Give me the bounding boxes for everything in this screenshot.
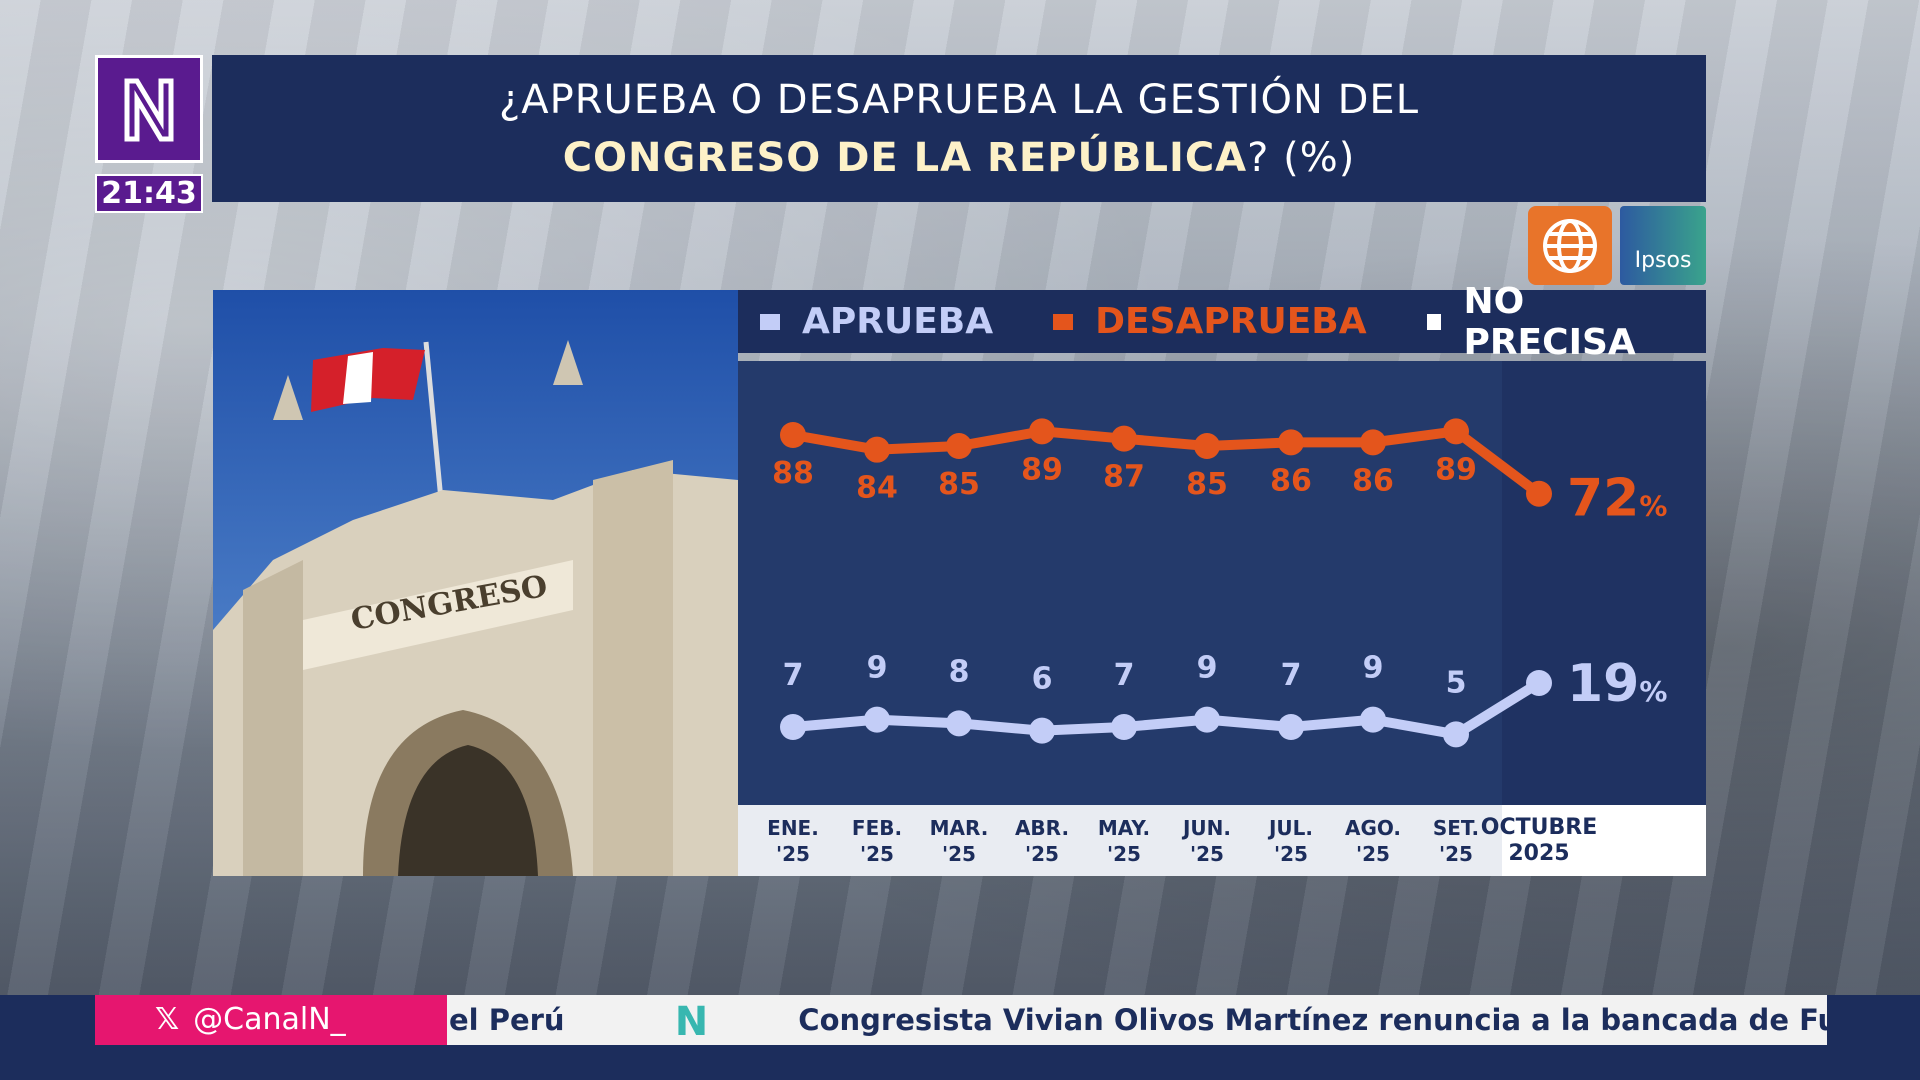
- desaprueba-point: [1443, 418, 1469, 445]
- aprueba-point: [1111, 714, 1137, 740]
- x-tick-label: JUN. '25: [1182, 816, 1232, 866]
- desaprueba-point: [1526, 480, 1552, 507]
- x-tick-label: JUL. '25: [1268, 816, 1314, 866]
- x-tick-label: AGO. '25: [1344, 816, 1402, 866]
- legend-swatch-no-precisa: [1426, 313, 1442, 330]
- desaprueba-line: [792, 426, 1543, 498]
- aprueba-data-label: 8: [949, 654, 970, 689]
- aprueba-point: [1360, 706, 1386, 733]
- ticker-fragment: el Perú: [449, 1003, 565, 1037]
- desaprueba-data-label: 89: [1435, 452, 1477, 487]
- congress-photo: CONGRESO: [213, 290, 738, 876]
- news-ticker: 𝕏 @CanalN_ el Perú N Congresista Vivian O…: [0, 995, 1920, 1045]
- desaprueba-point: [1111, 425, 1137, 452]
- x-tick-label: FEB. '25: [851, 816, 903, 866]
- aprueba-data-label: 7: [1281, 658, 1302, 693]
- clock: 21:43: [95, 174, 203, 213]
- page-title: ¿APRUEBA O DESAPRUEBA LA GESTIÓN DEL CON…: [212, 55, 1706, 202]
- legend-aprueba: APRUEBA: [760, 301, 993, 342]
- legend-label: DESAPRUEBA: [1095, 301, 1367, 342]
- aprueba-point: [1029, 717, 1055, 744]
- pollster-logos: Ipsos: [1528, 206, 1706, 285]
- ipsos-logo: Ipsos: [1620, 206, 1706, 285]
- desaprueba-data-label: 84: [856, 471, 898, 506]
- desaprueba-data-label: 85: [938, 467, 980, 502]
- globe-icon: [1528, 206, 1612, 285]
- desaprueba-point: [1278, 429, 1304, 456]
- aprueba-data-label: 9: [1363, 651, 1384, 686]
- desaprueba-data-label: 85: [1186, 467, 1228, 502]
- desaprueba-point: [864, 436, 890, 463]
- x-logo-icon: 𝕏: [155, 1002, 180, 1037]
- aprueba-point: [1443, 721, 1469, 748]
- desaprueba-point: [1194, 433, 1220, 460]
- desaprueba-point: [780, 422, 806, 448]
- desaprueba-point: [1029, 418, 1055, 445]
- title-line-1: ¿APRUEBA O DESAPRUEBA LA GESTIÓN DEL: [499, 77, 1419, 123]
- plot-area: 7 9 8 6 7 9 7 9 5 19%88 84 85 89 87 85 86 86 89 72%: [772, 418, 1667, 748]
- aprueba-point: [1194, 706, 1220, 733]
- october-highlight: [1502, 361, 1706, 805]
- legend-label: NO PRECISA: [1463, 280, 1636, 363]
- legend-swatch-desaprueba: [1053, 313, 1074, 330]
- aprueba-data-label: 5: [1446, 665, 1467, 700]
- legend-label: APRUEBA: [802, 301, 994, 342]
- october-axis-highlight: [1502, 805, 1706, 876]
- desaprueba-data-label: 88: [772, 456, 814, 491]
- legend-no-precisa: NO PRECISA: [1426, 280, 1646, 363]
- chart-legend: APRUEBA DESAPRUEBA NO PRECISA: [738, 281, 1706, 363]
- aprueba-data-label: 9: [1197, 651, 1218, 686]
- line-chart: 7 9 8 6 7 9 7 9 5 19% 88 84 85 89 87 85 86 86 89 72%: [738, 361, 1706, 805]
- title-line-2: CONGRESO DE LA REPÚBLICA? (%): [212, 129, 1706, 187]
- aprueba-data-label: 7: [1114, 658, 1135, 693]
- legend-swatch-aprueba: [760, 313, 780, 330]
- canal-n-logo: [95, 55, 203, 163]
- aprueba-data-label: 6: [1032, 662, 1053, 697]
- desaprueba-data-label: 87: [1103, 460, 1145, 495]
- x-tick-label: MAY. '25: [1097, 816, 1151, 866]
- ticker-headline: Congresista Vivian Olivos Martínez renun…: [798, 1003, 1827, 1037]
- aprueba-line: [792, 678, 1542, 740]
- x-tick-label: OCTUBRE 2025: [1480, 815, 1598, 866]
- ticker-text: el Perú N Congresista Vivian Olivos Mart…: [447, 995, 1827, 1045]
- canal-n-mini-logo: N: [674, 999, 709, 1045]
- aprueba-data-label: 7: [783, 658, 804, 693]
- desaprueba-data-label: 72%: [1567, 469, 1667, 529]
- handle-text: @CanalN_: [193, 1002, 346, 1037]
- aprueba-point: [864, 706, 890, 733]
- aprueba-data-label: 19%: [1567, 654, 1667, 714]
- x-tick-label: ENE. '25: [767, 816, 819, 866]
- desaprueba-data-label: 86: [1352, 463, 1394, 498]
- desaprueba-data-label: 86: [1270, 463, 1312, 498]
- title-rest: ? (%): [1247, 135, 1356, 181]
- x-tick-label: SET. '25: [1432, 816, 1480, 866]
- aprueba-point: [1526, 669, 1552, 696]
- desaprueba-point: [946, 433, 972, 460]
- social-handle: 𝕏 @CanalN_: [95, 995, 447, 1045]
- bottom-bar: [0, 1045, 1920, 1080]
- desaprueba-point: [1360, 429, 1386, 456]
- x-tick-label: ABR. '25: [1014, 816, 1070, 866]
- aprueba-data-label: 9: [867, 651, 888, 686]
- legend-desaprueba: DESAPRUEBA: [1053, 301, 1367, 342]
- x-tick-label: MAR. '25: [929, 816, 989, 866]
- aprueba-point: [946, 710, 972, 737]
- aprueba-point: [1278, 714, 1304, 740]
- x-axis: ENE. '25 FEB. '25 MAR. '25 ABR. '25 MAY. '25 JUN. '…: [738, 805, 1706, 876]
- desaprueba-data-label: 89: [1021, 452, 1063, 487]
- title-bold: CONGRESO DE LA REPÚBLICA: [562, 135, 1248, 181]
- aprueba-point: [780, 714, 806, 740]
